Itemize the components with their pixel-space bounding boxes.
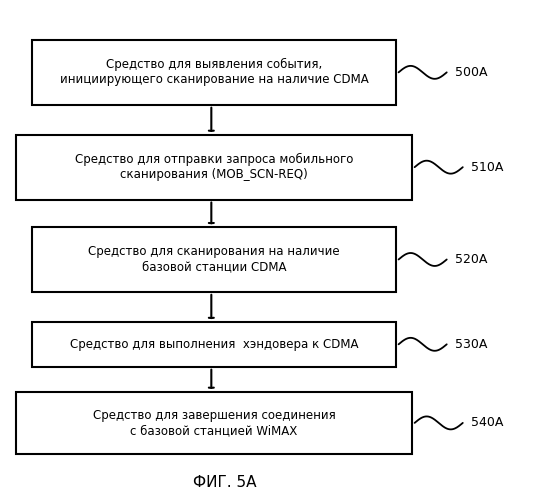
FancyBboxPatch shape: [32, 227, 396, 292]
Text: Средство для сканирования на наличие
базовой станции CDMA: Средство для сканирования на наличие баз…: [88, 246, 340, 273]
FancyBboxPatch shape: [16, 135, 412, 200]
Text: ФИГ. 5А: ФИГ. 5А: [193, 475, 256, 490]
FancyBboxPatch shape: [32, 40, 396, 105]
Text: Средство для завершения соединения
с базовой станцией WiMAX: Средство для завершения соединения с баз…: [93, 409, 335, 437]
FancyBboxPatch shape: [16, 392, 412, 454]
FancyBboxPatch shape: [32, 322, 396, 367]
Text: Средство для выполнения  хэндовера к CDMA: Средство для выполнения хэндовера к CDMA: [70, 338, 358, 351]
Text: 540A: 540A: [471, 416, 503, 430]
Text: Средство для отправки запроса мобильного
сканирования (MOB_SCN-REQ): Средство для отправки запроса мобильного…: [75, 153, 353, 181]
Text: 500A: 500A: [455, 66, 487, 79]
Text: 530A: 530A: [455, 338, 487, 351]
Text: 510A: 510A: [471, 161, 503, 174]
Text: 520A: 520A: [455, 253, 487, 266]
Text: Средство для выявления события,
инициирующего сканирование на наличие CDMA: Средство для выявления события, иницииру…: [59, 58, 369, 86]
